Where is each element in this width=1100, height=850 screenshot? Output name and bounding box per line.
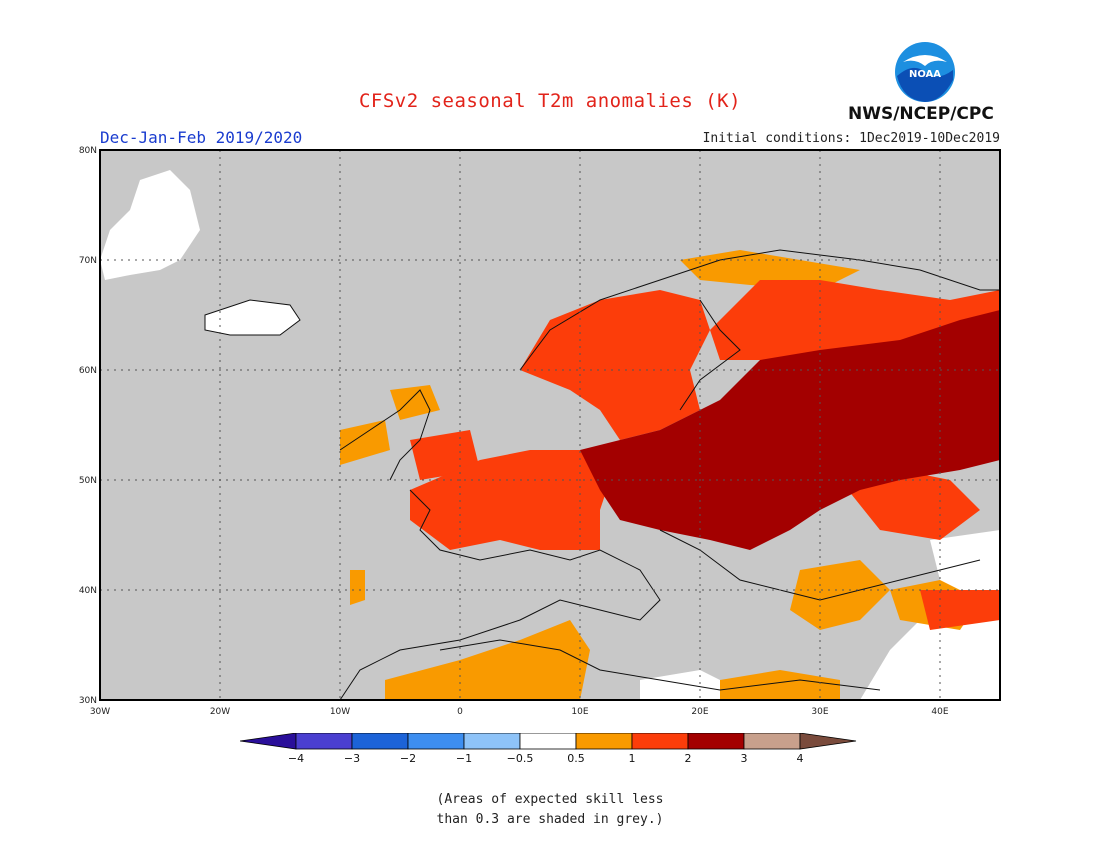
legend-swatch [351, 732, 409, 750]
legend-swatch [799, 732, 857, 750]
lat-tick-label: 50N [79, 476, 97, 486]
legend-swatch [407, 732, 465, 750]
lon-tick-label: 30W [90, 707, 110, 717]
longitude-labels: 30W 20W 10W 0 10E 20E 30E 40E [90, 707, 949, 717]
legend-swatch [575, 732, 633, 750]
anomaly-2-to-3-region [580, 310, 1000, 550]
lat-tick-label: 80N [79, 146, 97, 156]
lon-tick-label: 20E [691, 707, 708, 717]
legend-swatch [519, 732, 577, 750]
legend-swatch [463, 732, 521, 750]
legend-label: −3 [344, 752, 360, 765]
skill-note-line-2: than 0.3 are shaded in grey.) [436, 812, 664, 827]
legend-swatch [631, 732, 689, 750]
season-label: Dec-Jan-Feb 2019/2020 [100, 128, 303, 147]
legend-swatch [743, 732, 801, 750]
lon-tick-label: 10E [571, 707, 588, 717]
legend-label: −4 [288, 752, 304, 765]
legend-label: −2 [400, 752, 416, 765]
noaa-logo: NOAA [893, 40, 957, 108]
legend-swatch [295, 732, 353, 750]
skill-note-line-1: (Areas of expected skill less [436, 792, 664, 807]
legend-label: 2 [685, 752, 692, 765]
latitude-labels: 30N 40N 50N 60N 70N 80N [79, 146, 97, 706]
legend-label: −0.5 [507, 752, 534, 765]
lon-tick-label: 0 [457, 707, 463, 717]
lat-tick-label: 40N [79, 586, 97, 596]
lon-tick-label: 20W [210, 707, 230, 717]
legend-label: 3 [741, 752, 748, 765]
gridlines [100, 150, 1000, 700]
map-title: CFSv2 seasonal T2m anomalies (K) [358, 90, 742, 112]
map-frame [99, 149, 1001, 701]
lon-tick-label: 10W [330, 707, 350, 717]
logo-text: NOAA [909, 69, 941, 80]
initial-conditions-label: Initial conditions: 1Dec2019-10Dec2019 [702, 131, 1000, 146]
legend-label: 0.5 [567, 752, 585, 765]
legend-label: −1 [456, 752, 472, 765]
agency-label: NWS/NCEP/CPC [848, 104, 994, 124]
legend-swatch [687, 732, 745, 750]
lat-tick-label: 60N [79, 366, 97, 376]
lon-tick-label: 40E [931, 707, 948, 717]
legend-swatch [239, 732, 297, 750]
color-legend: −4 −3 −2 −1 −0.5 0.5 1 2 3 4 [239, 732, 870, 777]
lat-tick-label: 30N [79, 696, 97, 706]
anomaly-1-to-2-region [410, 280, 1000, 630]
lat-tick-label: 70N [79, 256, 97, 266]
skill-note: (Areas of expected skill less than 0.3 a… [0, 790, 1100, 830]
legend-label: 4 [797, 752, 804, 765]
legend-label: 1 [629, 752, 636, 765]
anomaly-0-5-to-1-region [340, 250, 980, 700]
lon-tick-label: 30E [811, 707, 828, 717]
anomaly-map: 30N 40N 50N 60N 70N 80N 30W 20W 10W 0 10E 20E 30E 40… [79, 146, 1001, 734]
